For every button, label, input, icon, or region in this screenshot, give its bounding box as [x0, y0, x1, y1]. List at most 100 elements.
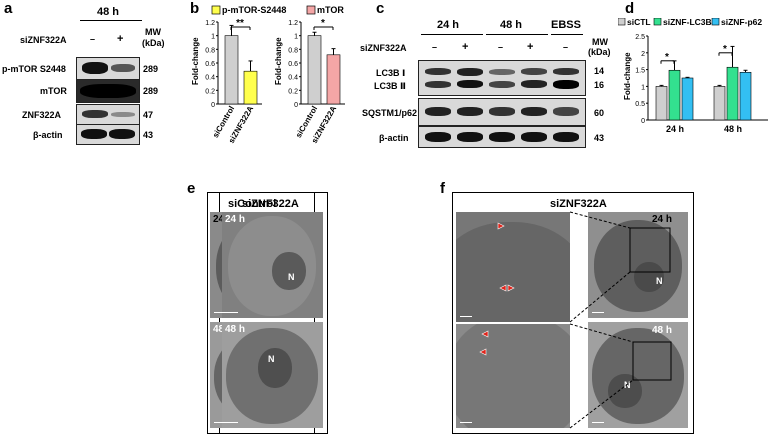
bar — [224, 35, 239, 105]
bar — [326, 54, 341, 105]
panel-c-timepoint-rule — [421, 34, 483, 35]
panel-f-zoom-48h — [456, 324, 570, 428]
panel-f-overlay — [479, 211, 672, 429]
y-tick-label: 0.8 — [288, 47, 298, 54]
legend-swatch — [211, 5, 221, 15]
panel-e-column-title: siControl — [228, 198, 277, 210]
red-arrow-icon — [507, 284, 515, 292]
panel-a-row-mw: 43 — [143, 130, 154, 140]
panel-c-row-label: SQSTM1/p62 — [362, 108, 418, 118]
panel-f-title: siZNF322A — [550, 198, 607, 210]
panel-a-treatment-label: siZNF322A — [20, 35, 67, 45]
legend-swatch — [306, 5, 316, 15]
panel-f-inset-box-24h — [629, 227, 671, 273]
bar — [739, 71, 752, 121]
panel-c-mw-unit: (kDa) — [588, 47, 611, 57]
panel-f-zoom-24h — [456, 212, 570, 322]
x-tick-label: 24 h — [666, 124, 684, 134]
panel-a-blot-p-mtor — [76, 57, 140, 80]
y-tick-label: 0 — [294, 102, 298, 109]
panel-f-frame — [452, 192, 694, 434]
panel-c-state: + — [527, 41, 534, 53]
panel-c-timepoint-rule — [551, 34, 583, 35]
y-tick-label: 1.2 — [205, 20, 215, 27]
panel-a-state-2: + — [117, 33, 124, 45]
panel-e-micrograph-siznf322a-24h — [222, 212, 323, 318]
panel-f-inset-box-48h — [632, 341, 672, 381]
panel-a-state-1: – — [90, 34, 96, 44]
panel-c-row-mw: 60 — [594, 108, 605, 118]
red-arrow-icon — [499, 284, 507, 292]
panel-a-row-mw: 289 — [143, 64, 159, 74]
y-tick-label: 0.6 — [288, 61, 298, 68]
y-tick-label: 0.8 — [205, 47, 215, 54]
panel-f-letter: f — [440, 180, 445, 197]
y-tick-label: 1 — [641, 84, 645, 91]
bar — [668, 69, 681, 121]
bar — [243, 70, 258, 105]
panel-c-row-label: β-actin — [379, 133, 409, 143]
panel-c-row-mw: 43 — [594, 133, 605, 143]
panel-c-treatment-label: siZNF322A — [360, 43, 407, 53]
panel-b-letter: b — [190, 0, 200, 17]
panel-d-letter: d — [625, 0, 635, 17]
red-arrow-icon — [497, 222, 505, 230]
panel-a-mw-unit: (kDa) — [142, 38, 165, 48]
panel-e-time-label: 24 h — [225, 214, 246, 225]
scale-bar — [226, 312, 238, 313]
legend-label: siZNF-LC3B — [663, 18, 712, 27]
panel-a-blot-mtor — [76, 79, 140, 103]
bar — [713, 86, 726, 121]
y-tick-label: 1 — [294, 34, 298, 41]
scale-bar — [592, 312, 604, 313]
panel-f-time-label: 48 h — [652, 325, 673, 336]
y-tick-label: 2.5 — [635, 34, 645, 41]
panel-e-nucleus-label: N — [268, 354, 275, 364]
significance-mark: * — [665, 52, 669, 63]
panel-f-zoom-connector — [569, 211, 631, 229]
red-arrow-icon — [481, 330, 489, 338]
bar — [681, 77, 694, 121]
scale-bar — [226, 422, 238, 423]
bar — [307, 35, 322, 105]
x-tick-label: 48 h — [724, 124, 742, 134]
panel-a-blot-actin — [76, 124, 140, 145]
y-tick-label: 0.4 — [288, 75, 298, 82]
panel-b-charts: p-mTOR-S2448 Fold-change 0 0.2 0.4 0.6 0.8 1 1.2… — [191, 5, 345, 145]
panel-c-timepoint-rule — [486, 34, 548, 35]
panel-d-chart: siCTL siZNF-LC3B siZNF-p62 Fold-change 0 0.5 1… — [618, 18, 768, 134]
y-axis-label: Fold-change — [274, 37, 283, 85]
y-tick-label: 0.4 — [205, 75, 215, 82]
significance-mark: * — [723, 44, 727, 55]
panel-f-time-label: 24 h — [652, 214, 673, 225]
y-tick-label: 0.5 — [635, 101, 645, 108]
significance-mark: ** — [236, 18, 244, 29]
panel-f-micrograph-24h — [588, 212, 688, 318]
panel-c-state: – — [498, 42, 504, 52]
scale-bar — [460, 316, 472, 317]
panel-e-nucleus-label: N — [288, 272, 295, 282]
panel-c-timepoint: EBSS — [551, 19, 581, 31]
legend-label: siCTL — [627, 18, 651, 27]
panel-a-row-label: p-mTOR S2448 — [2, 64, 66, 74]
panel-a-blot-znf322a — [76, 104, 140, 125]
legend-label: p-mTOR-S2448 — [222, 5, 286, 15]
panel-c-state: – — [563, 42, 569, 52]
panel-a-row-label: β-actin — [33, 130, 63, 140]
panel-c-letter: c — [376, 0, 385, 17]
significance-mark: * — [321, 18, 325, 29]
panel-c-blot-actin — [418, 126, 586, 148]
y-tick-label: 0 — [211, 102, 215, 109]
panel-c-blot-lc3b — [418, 60, 586, 96]
legend-swatch — [711, 18, 720, 26]
panel-e-time-label: 48 h — [225, 324, 246, 335]
panel-a-row-mw: 289 — [143, 86, 159, 96]
scale-bar — [214, 422, 226, 423]
y-axis-label: Fold-change — [623, 52, 632, 100]
legend-swatch — [653, 18, 662, 26]
panel-c-timepoint: 48 h — [500, 19, 523, 31]
scale-bar — [592, 422, 604, 423]
panel-a-timepoint: 48 h — [97, 6, 120, 18]
y-tick-label: 1.5 — [635, 68, 645, 75]
scale-bar — [460, 422, 472, 423]
